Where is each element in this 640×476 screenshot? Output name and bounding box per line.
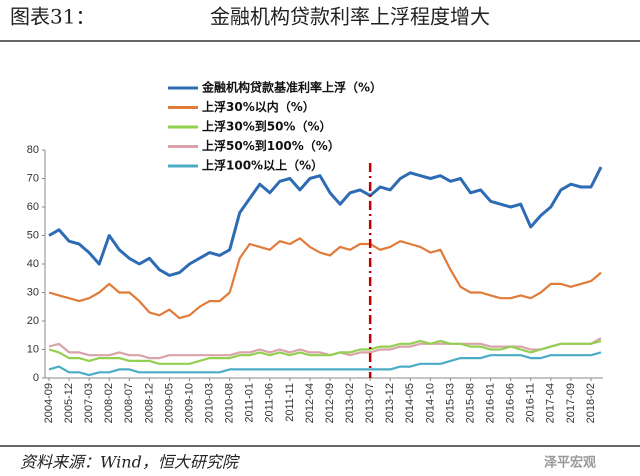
legend-label: 上浮30%到50%（%） [202, 119, 331, 134]
y-tick-label: 0 [33, 372, 39, 384]
series-line [48, 237, 602, 320]
legend-label: 上浮50%到100%（%） [202, 138, 340, 153]
x-tick-label: 2013-02 [344, 383, 356, 423]
x-tick-label: 2010-08 [224, 383, 236, 423]
source: 资料来源：Wind，恒大研究院 [20, 453, 241, 472]
y-tick-label: 40 [27, 258, 39, 270]
x-tick-label: 2004-09 [43, 383, 55, 423]
legend-label: 金融机构贷款基准利率上浮（%） [201, 80, 382, 95]
x-tick-label: 2013-07 [364, 383, 376, 423]
x-tick-label: 2014-10 [424, 383, 436, 423]
x-tick-label: 2018-02 [585, 383, 597, 423]
y-tick-label: 80 [27, 144, 39, 156]
x-tick-label: 2016-01 [485, 383, 497, 423]
x-tick-label: 2008-07 [123, 383, 135, 423]
x-tick-label: 2007-03 [83, 383, 95, 423]
y-tick-label: 10 [27, 343, 39, 355]
legend-label: 上浮30%以内（%） [202, 99, 315, 114]
legend-label: 上浮100%以上（%） [202, 158, 323, 173]
x-tick-label: 2017-09 [565, 383, 577, 423]
figure-label: 图表31： [10, 5, 95, 29]
x-tick-label: 2009-05 [163, 383, 175, 423]
x-tick-label: 2011-11 [284, 383, 296, 422]
y-tick-label: 60 [27, 201, 39, 213]
series-line [48, 166, 603, 277]
x-tick-label: 2012-04 [304, 383, 316, 423]
x-tick-label: 2009-10 [183, 383, 195, 423]
series-line [48, 339, 602, 365]
x-tick-label: 2012-09 [324, 383, 336, 423]
x-tick-label: 2016-11 [525, 383, 537, 423]
figure-title: 金融机构贷款利率上浮程度增大 [210, 5, 490, 29]
x-tick-label: 2015-03 [444, 383, 456, 423]
x-tick-label: 2010-03 [203, 383, 215, 423]
x-tick-label: 2017-04 [545, 383, 557, 423]
y-tick-label: 70 [27, 172, 39, 184]
x-tick-label: 2013-12 [384, 383, 396, 423]
x-tick-label: 2008-12 [143, 383, 155, 423]
x-tick-label: 2011-01 [244, 383, 256, 423]
x-tick-label: 2016-06 [505, 383, 517, 423]
x-tick-label: 2011-06 [264, 383, 276, 423]
series-line [48, 351, 602, 377]
x-tick-label: 2008-02 [103, 383, 115, 423]
x-tick-label: 2005-12 [63, 383, 75, 423]
y-tick-label: 30 [27, 286, 39, 298]
y-tick-label: 50 [27, 229, 39, 241]
x-tick-label: 2015-08 [464, 383, 476, 423]
x-tick-label: 2014-05 [404, 383, 416, 423]
watermark: 泽平宏观 [544, 455, 596, 471]
y-tick-label: 20 [27, 315, 39, 327]
